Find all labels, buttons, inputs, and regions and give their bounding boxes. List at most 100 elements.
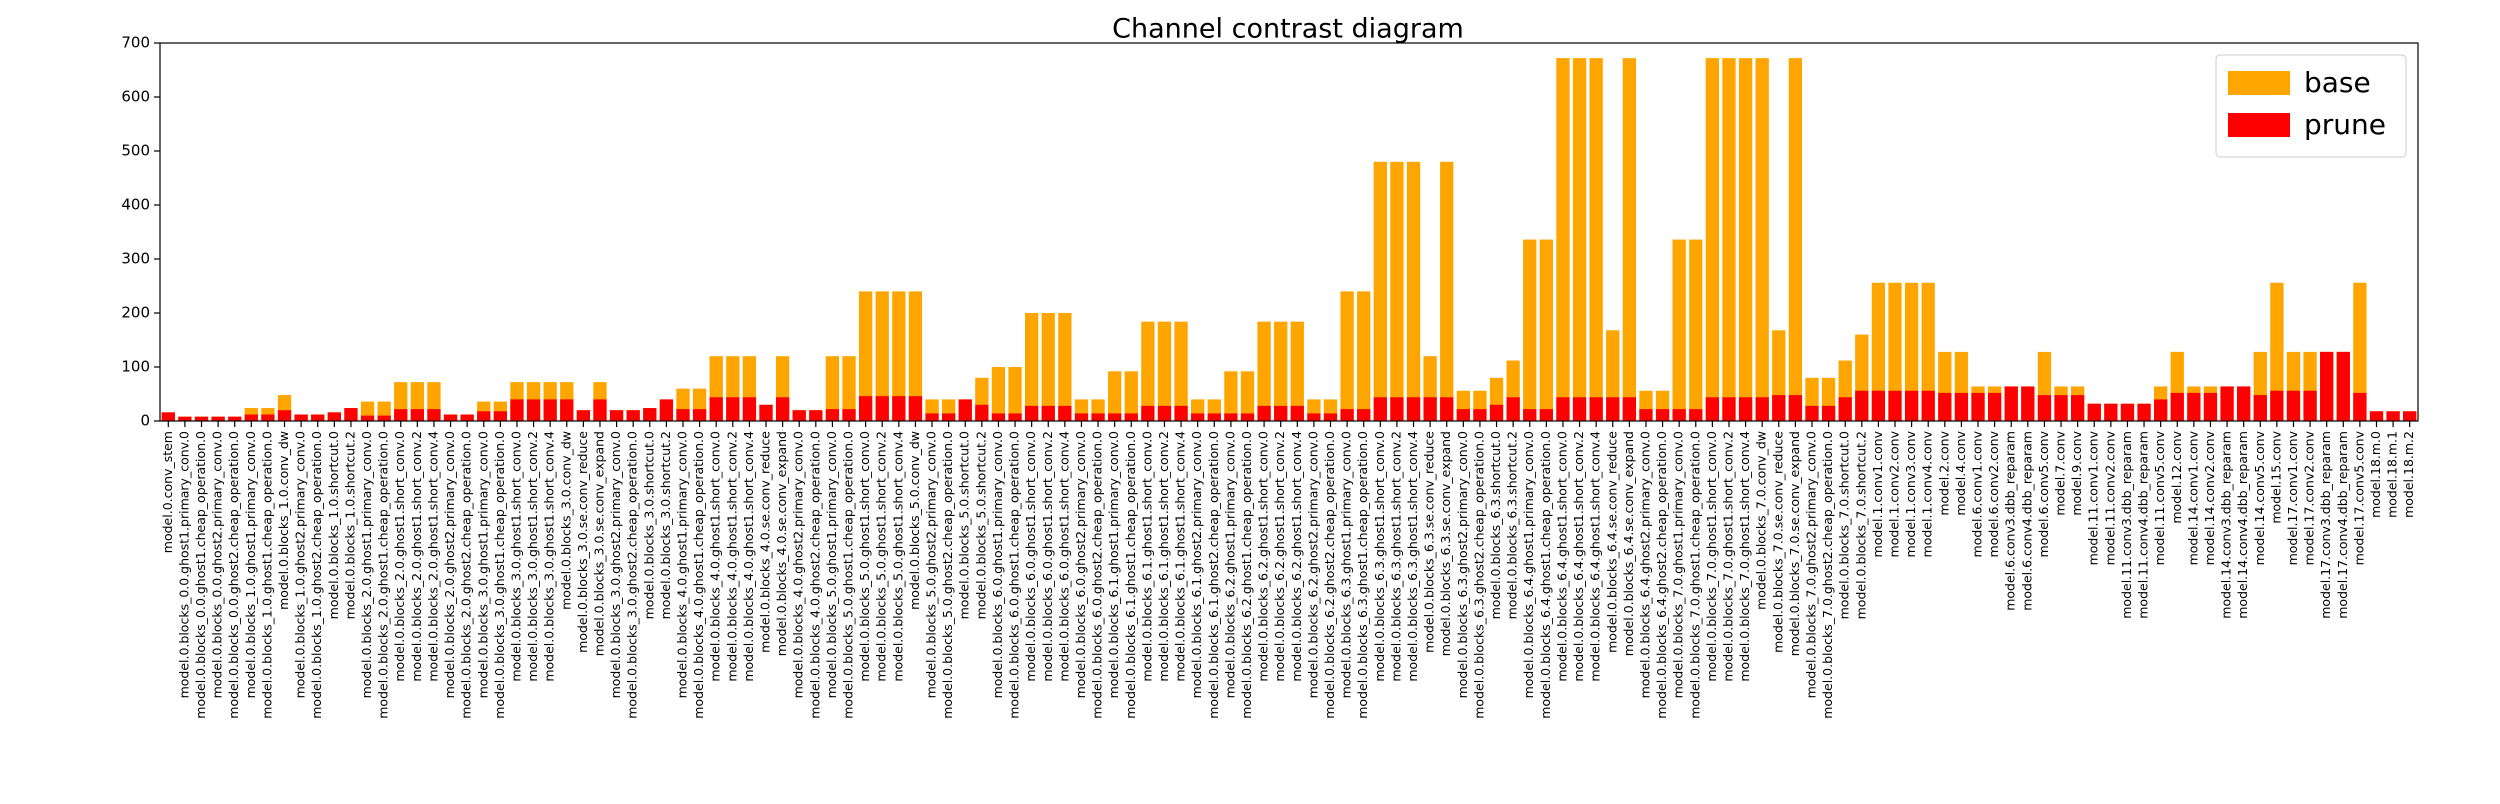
x-tick-label: model.0.blocks_6.1.ghost2.cheap_operatio… [1206,431,1221,719]
x-tick-label: model.0.blocks_4.0.ghost1.cheap_operatio… [691,431,706,719]
x-tick-label: model.0.blocks_4.0.se.conv_reduce [758,431,773,653]
bar [311,414,325,421]
bar [1921,390,1935,421]
y-tick-label: 300 [121,250,150,268]
x-tick-label: model.0.blocks_6.1.ghost1.short_conv.4 [1173,431,1188,682]
bar [1141,405,1155,421]
bar [1639,409,1653,421]
bar [2286,390,2301,421]
bar [2187,392,2201,421]
bar [1589,58,1603,422]
x-tick-label: model.0.blocks_1.0.ghost1.primary_conv.0 [243,431,258,698]
x-tick-label: model.0.blocks_1.0.shortcut.2 [342,431,357,619]
bar [1323,413,1338,421]
bar [1373,397,1387,421]
bar [2004,386,2018,421]
x-tick-label: model.0.blocks_7.0.shortcut.0 [1837,431,1852,619]
bar [410,409,424,421]
bar [526,399,541,421]
x-tick-label: model.0.blocks_4.0.ghost1.short_conv.2 [724,431,739,682]
bar [908,396,923,421]
x-tick-label: model.0.blocks_3.0.shortcut.2 [658,431,673,619]
bar [809,410,823,421]
bar [377,415,391,421]
bar [1821,405,1836,421]
bar [344,408,358,421]
x-tick-label: model.0.blocks_0.0.ghost2.primary_conv.0 [210,431,225,698]
y-tick-label: 600 [121,88,150,106]
x-tick-label: model.15.conv [2268,430,2283,523]
bar [1257,321,1271,421]
x-tick-label: model.0.blocks_6.4.ghost2.primary_conv.0 [1637,431,1652,698]
bar [1290,405,1304,421]
x-tick-label: model.12.conv [2169,430,2184,523]
bar [775,397,790,421]
bar [626,410,640,421]
bar [1357,291,1371,421]
bar [2104,403,2118,421]
bar [1141,321,1155,421]
bar [1456,409,1470,421]
bar [477,411,491,421]
bar [1805,405,1819,421]
x-tick-label: model.0.blocks_6.2.ghost2.primary_conv.0 [1305,431,1320,698]
y-tick-label: 700 [121,34,150,52]
bar [1871,390,1886,421]
bar [1489,404,1504,421]
legend-swatch [2228,113,2290,137]
x-tick-label: model.0.blocks_3.0.shortcut.0 [641,431,656,619]
bar [427,409,441,421]
x-tick-label: model.14.conv5.conv [2252,430,2267,565]
x-tick-label: model.0.blocks_1.0.ghost2.primary_conv.0 [293,431,308,698]
x-tick-label: model.0.blocks_6.3.ghost1.short_conv.4 [1405,431,1420,682]
x-tick-label: model.0.blocks_3.0.ghost1.short_conv.4 [542,431,557,682]
bar [1622,397,1637,421]
bar [2403,411,2417,421]
bar [941,413,956,421]
bar [394,409,408,421]
x-tick-label: model.0.blocks_5.0.ghost2.cheap_operatio… [940,431,955,719]
x-tick-label: model.0.blocks_1.0.conv_dw [276,431,291,610]
x-tick-label: model.0.blocks_3.0.ghost1.short_conv.0 [508,431,523,682]
x-tick-label: model.0.blocks_7.0.ghost1.short_conv.2 [1720,431,1735,682]
x-tick-label: model.0.blocks_7.0.se.conv_reduce [1770,431,1785,653]
x-tick-label: model.0.blocks_4.0.ghost1.short_conv.4 [741,431,756,682]
x-tick-label: model.11.conv4.dbb_reparam [2136,431,2151,619]
bar [1987,392,2002,421]
bar [2120,403,2135,421]
x-tick-label: model.17.conv2.conv [2302,430,2317,565]
x-tick-label: model.0.blocks_6.3.se.conv_expand [1438,431,1453,656]
bar [1904,390,1919,421]
bar [842,409,856,421]
x-tick-label: model.0.blocks_7.0.se.conv_expand [1787,431,1802,656]
x-tick-label: model.0.blocks_6.4.ghost1.cheap_operatio… [1538,431,1553,719]
x-tick-label: model.0.blocks_0.0.ghost1.cheap_operatio… [193,431,208,719]
x-tick-label: model.0.blocks_2.0.ghost1.short_conv.4 [425,431,440,682]
x-tick-label: model.0.blocks_6.1.ghost2.primary_conv.0 [1189,431,1204,698]
x-tick-label: model.11.conv1.conv [2086,430,2101,565]
bar [1406,161,1421,422]
bar [1440,397,1454,421]
bar [277,410,292,421]
bar [2303,390,2317,421]
x-tick-label: model.0.blocks_4.0.ghost2.primary_conv.0 [791,431,806,698]
x-tick-label: model.0.blocks_5.0.conv_dw [907,431,922,610]
chart-title: Channel contrast diagram [1112,14,1464,45]
x-tick-label: model.0.blocks_7.0.ghost2.primary_conv.0 [1803,431,1818,698]
x-tick-label: model.0.blocks_3.0.conv_dw [558,431,573,610]
x-tick-label: model.0.blocks_3.0.ghost1.primary_conv.0 [475,431,490,698]
bar [327,412,341,421]
bar [975,404,989,421]
x-tick-label: model.14.conv1.conv [2185,430,2200,565]
x-tick-label: model.6.conv3.dbb_reparam [2003,431,2018,611]
x-tick-label: model.0.blocks_6.3.ghost1.short_conv.0 [1372,431,1387,682]
x-tick-label: model.0.blocks_3.0.ghost2.primary_conv.0 [608,431,623,698]
x-tick-label: model.0.blocks_5.0.ghost1.short_conv.2 [874,431,889,682]
bar [825,356,840,421]
x-tick-label: model.0.blocks_6.0.ghost1.short_conv.4 [1056,431,1071,682]
bar [1556,58,1570,422]
bar [1274,321,1288,421]
bar [2270,282,2284,421]
x-tick-label: model.0.blocks_6.4.ghost1.primary_conv.0 [1521,431,1536,698]
